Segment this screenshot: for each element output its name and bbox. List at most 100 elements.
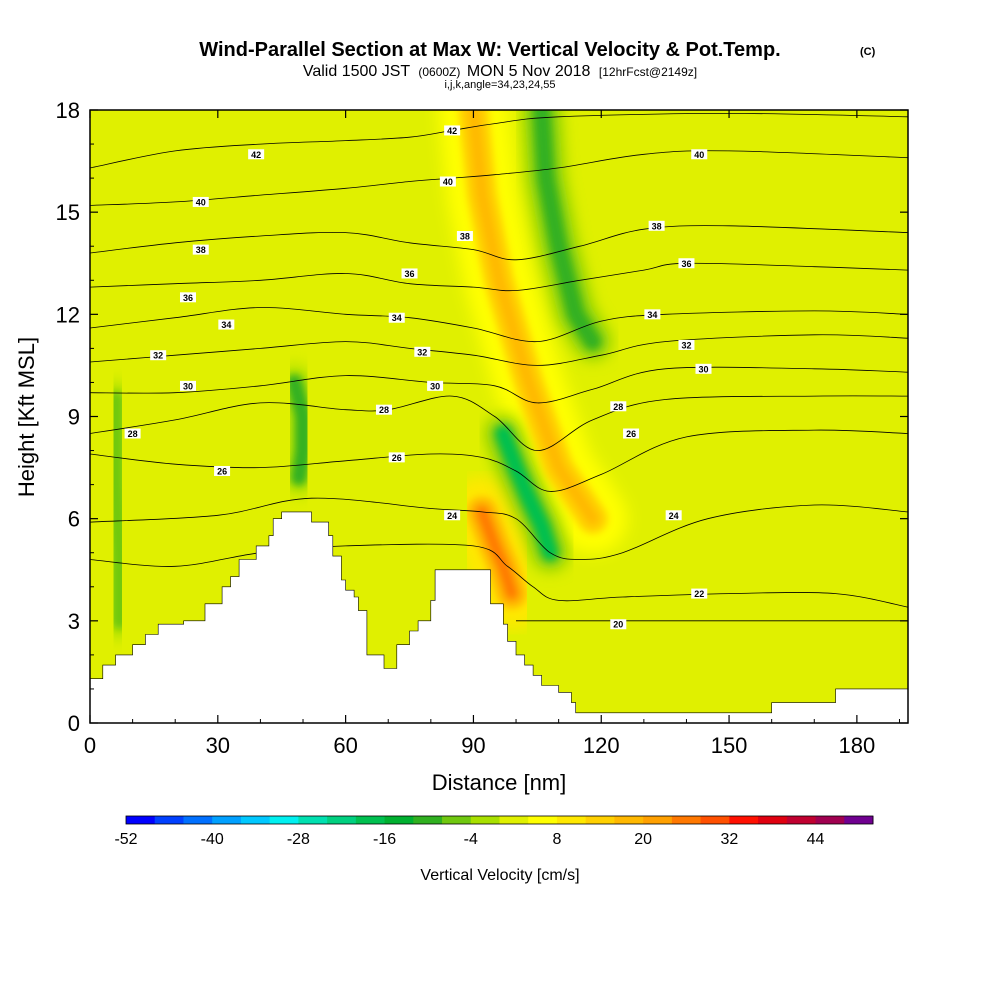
isentrope-label-40: 40: [439, 176, 456, 187]
colorbar-title: Vertical Velocity [cm/s]: [420, 867, 579, 884]
label-backdrop: [192, 244, 209, 255]
isentrope-label-text: 34: [647, 310, 657, 320]
isentrope-label-28: 28: [375, 404, 392, 415]
colorbar-swatch: [729, 816, 759, 824]
y-tick-label: 6: [68, 507, 80, 532]
label-backdrop: [665, 510, 682, 521]
isentrope-label-30: 30: [695, 363, 712, 374]
colorbar-frame: [125, 815, 874, 825]
isentrope-label-text: 38: [652, 221, 662, 231]
velocity-field: 42 42 40 40 40 38 38 38 36 36 36 34 34 34 32 32 32 30 30 30…: [90, 110, 908, 723]
colorbar-swatch: [298, 816, 328, 824]
isentrope-label-text: 34: [221, 320, 231, 330]
colorbar-swatch: [269, 816, 299, 824]
colorbar-tick-label: 8: [553, 831, 562, 848]
colorbar-swatch: [442, 816, 472, 824]
main-downdraft: [495, 425, 559, 561]
isentrope-22: [90, 543, 908, 608]
isentrope-34: [90, 307, 908, 343]
label-backdrop: [192, 196, 209, 207]
isentrope-label-34: 34: [644, 309, 661, 320]
subtitle-valid: Valid 1500 JST: [303, 63, 411, 80]
label-backdrop: [388, 452, 405, 463]
colorbar-swatch: [556, 816, 587, 824]
colorbar-swatch: [614, 816, 644, 824]
isentrope-label-text: 34: [392, 313, 402, 323]
label-backdrop: [375, 404, 392, 415]
x-tick-label: 180: [839, 733, 876, 758]
label-backdrop: [214, 465, 231, 476]
isentrope-label-20: 20: [610, 619, 627, 630]
mid-downdraft: [286, 374, 311, 486]
x-tick-label: 150: [711, 733, 748, 758]
colorbar-tick-label: 32: [720, 831, 738, 848]
isentrope-24: [90, 497, 908, 560]
label-backdrop: [150, 350, 167, 361]
label-backdrop: [695, 363, 712, 374]
colorbar-swatch: [327, 816, 357, 824]
upper-downdraft: [533, 110, 601, 350]
colorbar-tick-label: -4: [464, 831, 478, 848]
isentrope-label-40: 40: [691, 149, 708, 160]
colorbar-swatch: [154, 816, 184, 824]
isentrope-label-38: 38: [192, 244, 209, 255]
colorbar-swatch: [240, 816, 271, 824]
isentrope-label-36: 36: [678, 258, 695, 269]
isentrope-label-30: 30: [427, 380, 444, 391]
x-axis-label: Distance [nm]: [432, 770, 567, 795]
isentrope-label-text: 40: [443, 177, 453, 187]
isentrope-label-text: 36: [405, 269, 415, 279]
label-backdrop: [648, 220, 665, 231]
colorbar-swatch: [499, 816, 529, 824]
isentrope-label-38: 38: [456, 231, 473, 242]
isentrope-label-text: 20: [613, 620, 623, 630]
colorbar-swatch: [671, 816, 702, 824]
label-backdrop: [678, 339, 695, 350]
colorbar-swatch: [212, 816, 242, 824]
colorbar-swatch: [384, 816, 414, 824]
colorbar-swatch: [413, 816, 443, 824]
colorbar-tick-label: 20: [634, 831, 652, 848]
isentrope-32: [90, 334, 908, 366]
copyright-mark: (C): [860, 46, 876, 58]
x-tick-label: 0: [84, 733, 96, 758]
isentrope-label-text: 28: [613, 402, 623, 412]
label-backdrop: [427, 380, 444, 391]
label-backdrop: [401, 268, 418, 279]
colorbar-tick-label: -40: [201, 831, 224, 848]
subtitle-forecast: [12hrFcst@2149z]: [599, 65, 697, 79]
isentrope-label-text: 30: [698, 364, 708, 374]
isentrope-label-text: 24: [669, 511, 679, 521]
isentrope-label-28: 28: [610, 401, 627, 412]
colorbar: -52 -40 -28 -16 -4 8 20 32 44: [114, 815, 874, 848]
isentrope-label-text: 38: [460, 232, 470, 242]
x-tick-label: 30: [206, 733, 230, 758]
y-tick-label: 0: [68, 711, 80, 736]
label-backdrop: [388, 312, 405, 323]
isentrope-38: [90, 225, 908, 261]
label-backdrop: [414, 346, 431, 357]
y-axis-label: Height [Kft MSL]: [14, 337, 39, 497]
subtitle-utc: (0600Z): [418, 65, 460, 79]
label-backdrop: [610, 619, 627, 630]
colorbar-tick-label: -28: [287, 831, 310, 848]
isentrope-label-text: 36: [681, 259, 691, 269]
isentrope-label-38: 38: [648, 220, 665, 231]
isentrope-contours: [90, 112, 908, 622]
y-tick-label: 15: [56, 200, 80, 225]
label-backdrop: [124, 428, 141, 439]
lower-updraft: [476, 505, 518, 600]
colorbar-swatch: [815, 816, 845, 824]
label-backdrop: [248, 149, 265, 160]
isentrope-label-24: 24: [665, 510, 682, 521]
upper-updraft: [467, 110, 599, 525]
isentrope-label-text: 32: [681, 340, 691, 350]
isentrope-label-text: 30: [430, 381, 440, 391]
isentrope-labels: 42 42 40 40 40 38 38 38 36 36 36 34 34 34 32 32 32 30 30 30…: [124, 125, 712, 630]
y-tick-label: 9: [68, 405, 80, 430]
label-backdrop: [623, 428, 640, 439]
colorbar-tick-label: -52: [114, 831, 137, 848]
isentrope-label-34: 34: [218, 319, 235, 330]
